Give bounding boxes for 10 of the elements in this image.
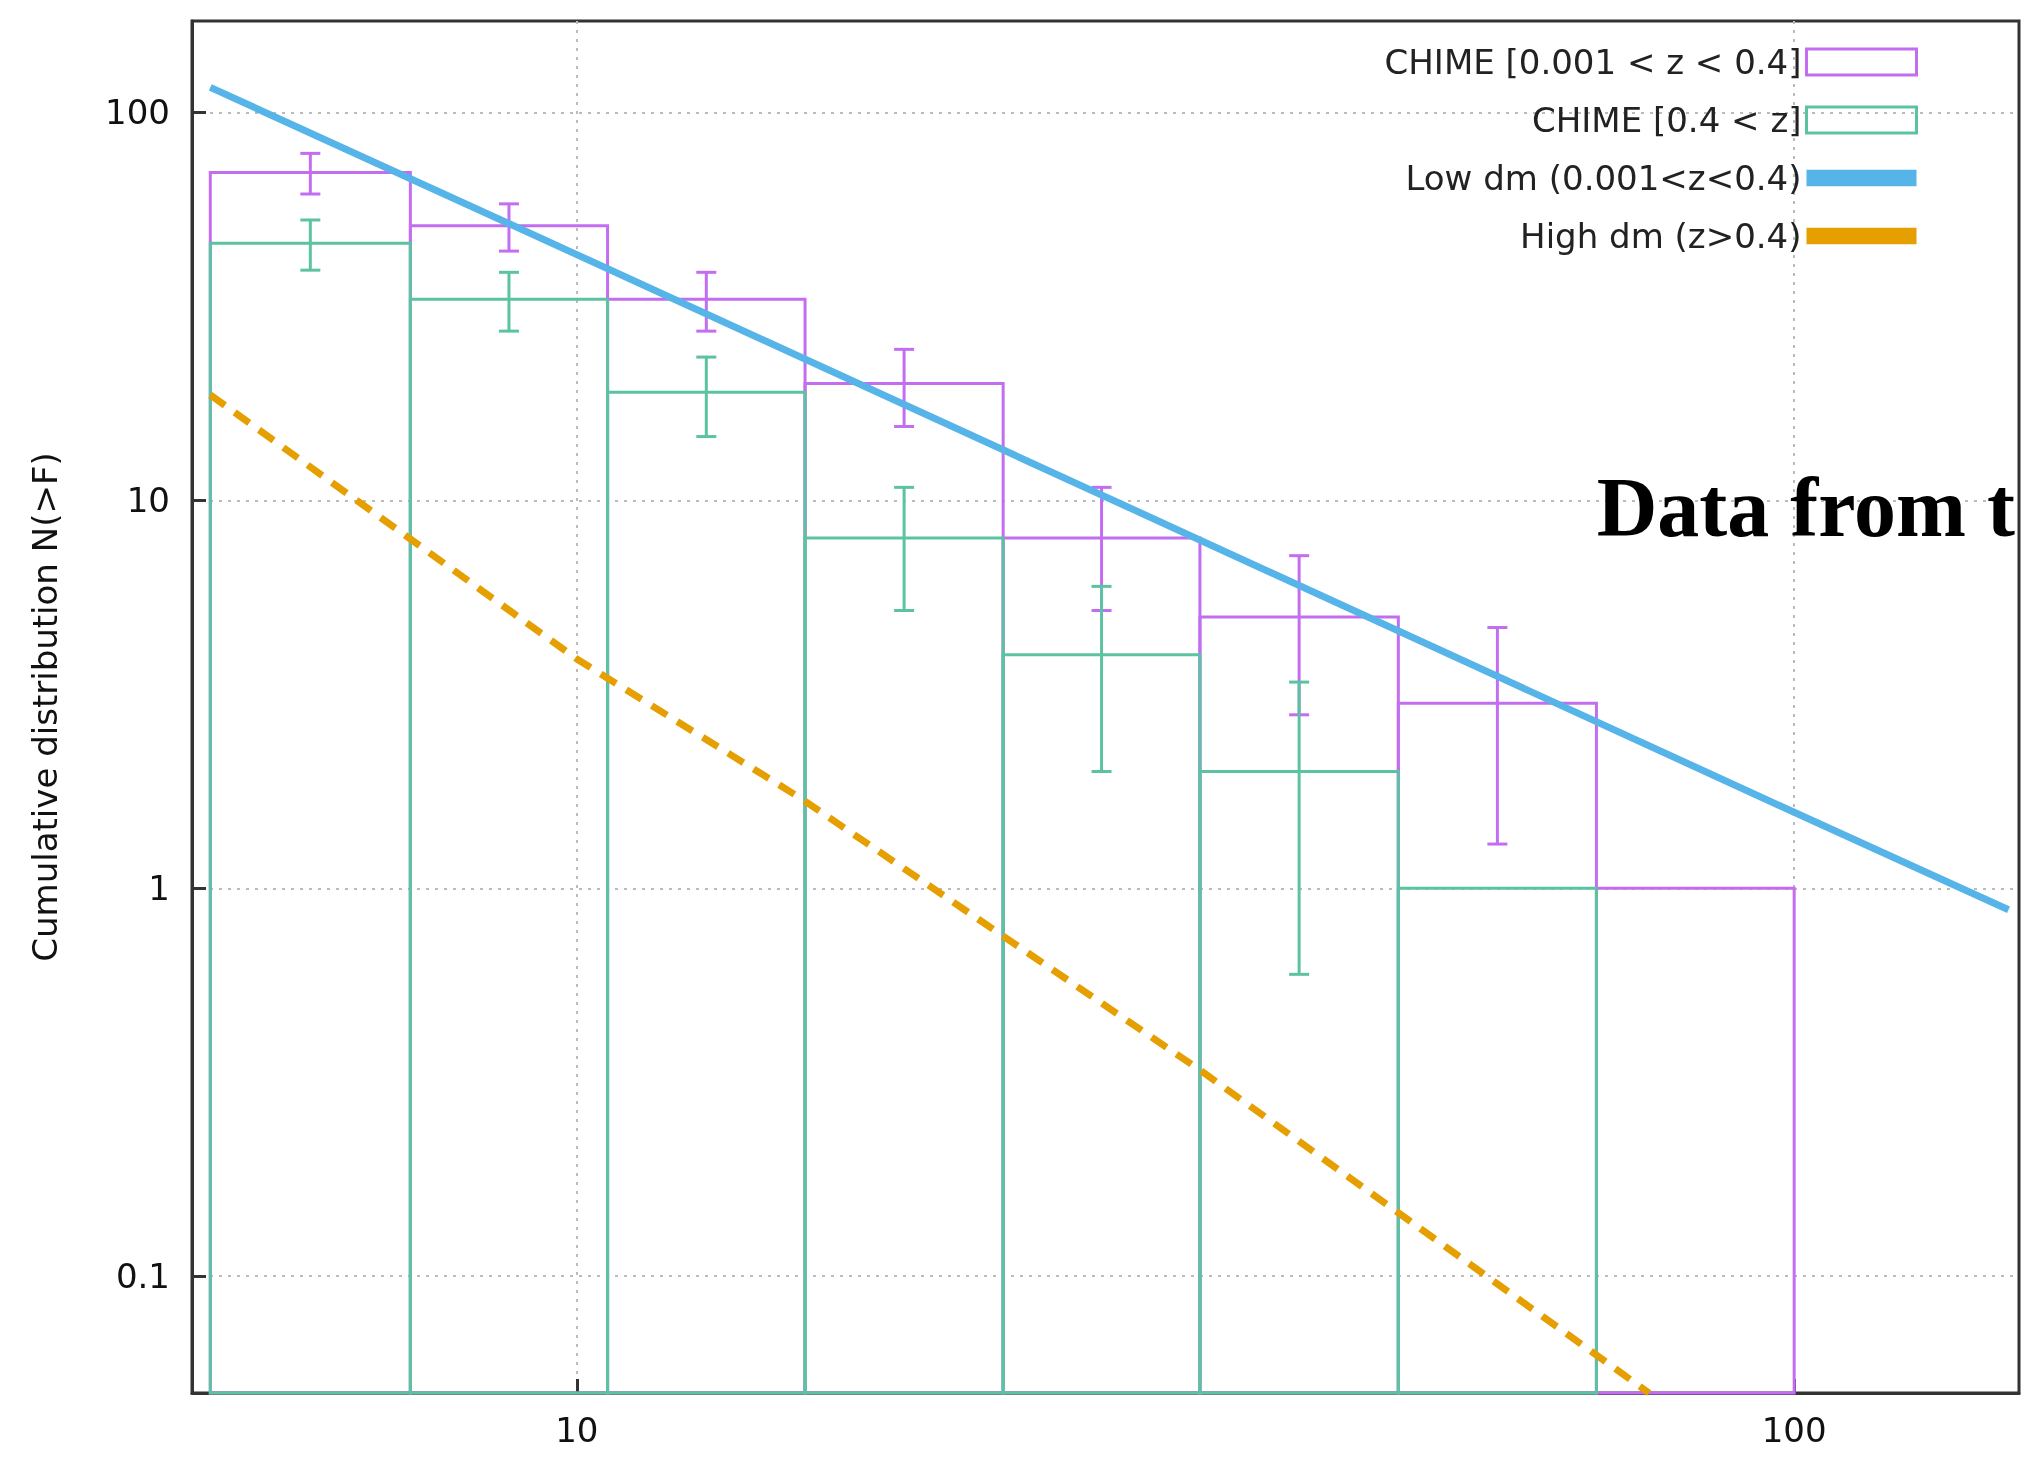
legend-label: CHIME [0.001 < z < 0.4] <box>1384 42 1802 82</box>
legend-label: Low dm (0.001<z<0.4) <box>1405 158 1802 198</box>
legend-label: CHIME [0.4 < z] <box>1531 100 1802 140</box>
y-tick-label: 1 <box>148 868 170 909</box>
legend-label: High dm (z>0.4) <box>1520 216 1802 256</box>
y-tick-label: 0.1 <box>115 1256 170 1297</box>
annotation: Data from t <box>1596 460 2016 554</box>
y-tick-label: 100 <box>105 92 170 133</box>
y-axis-title: Cumulative distribution N(>F) <box>25 452 65 962</box>
y-tick-label: 10 <box>126 480 170 521</box>
